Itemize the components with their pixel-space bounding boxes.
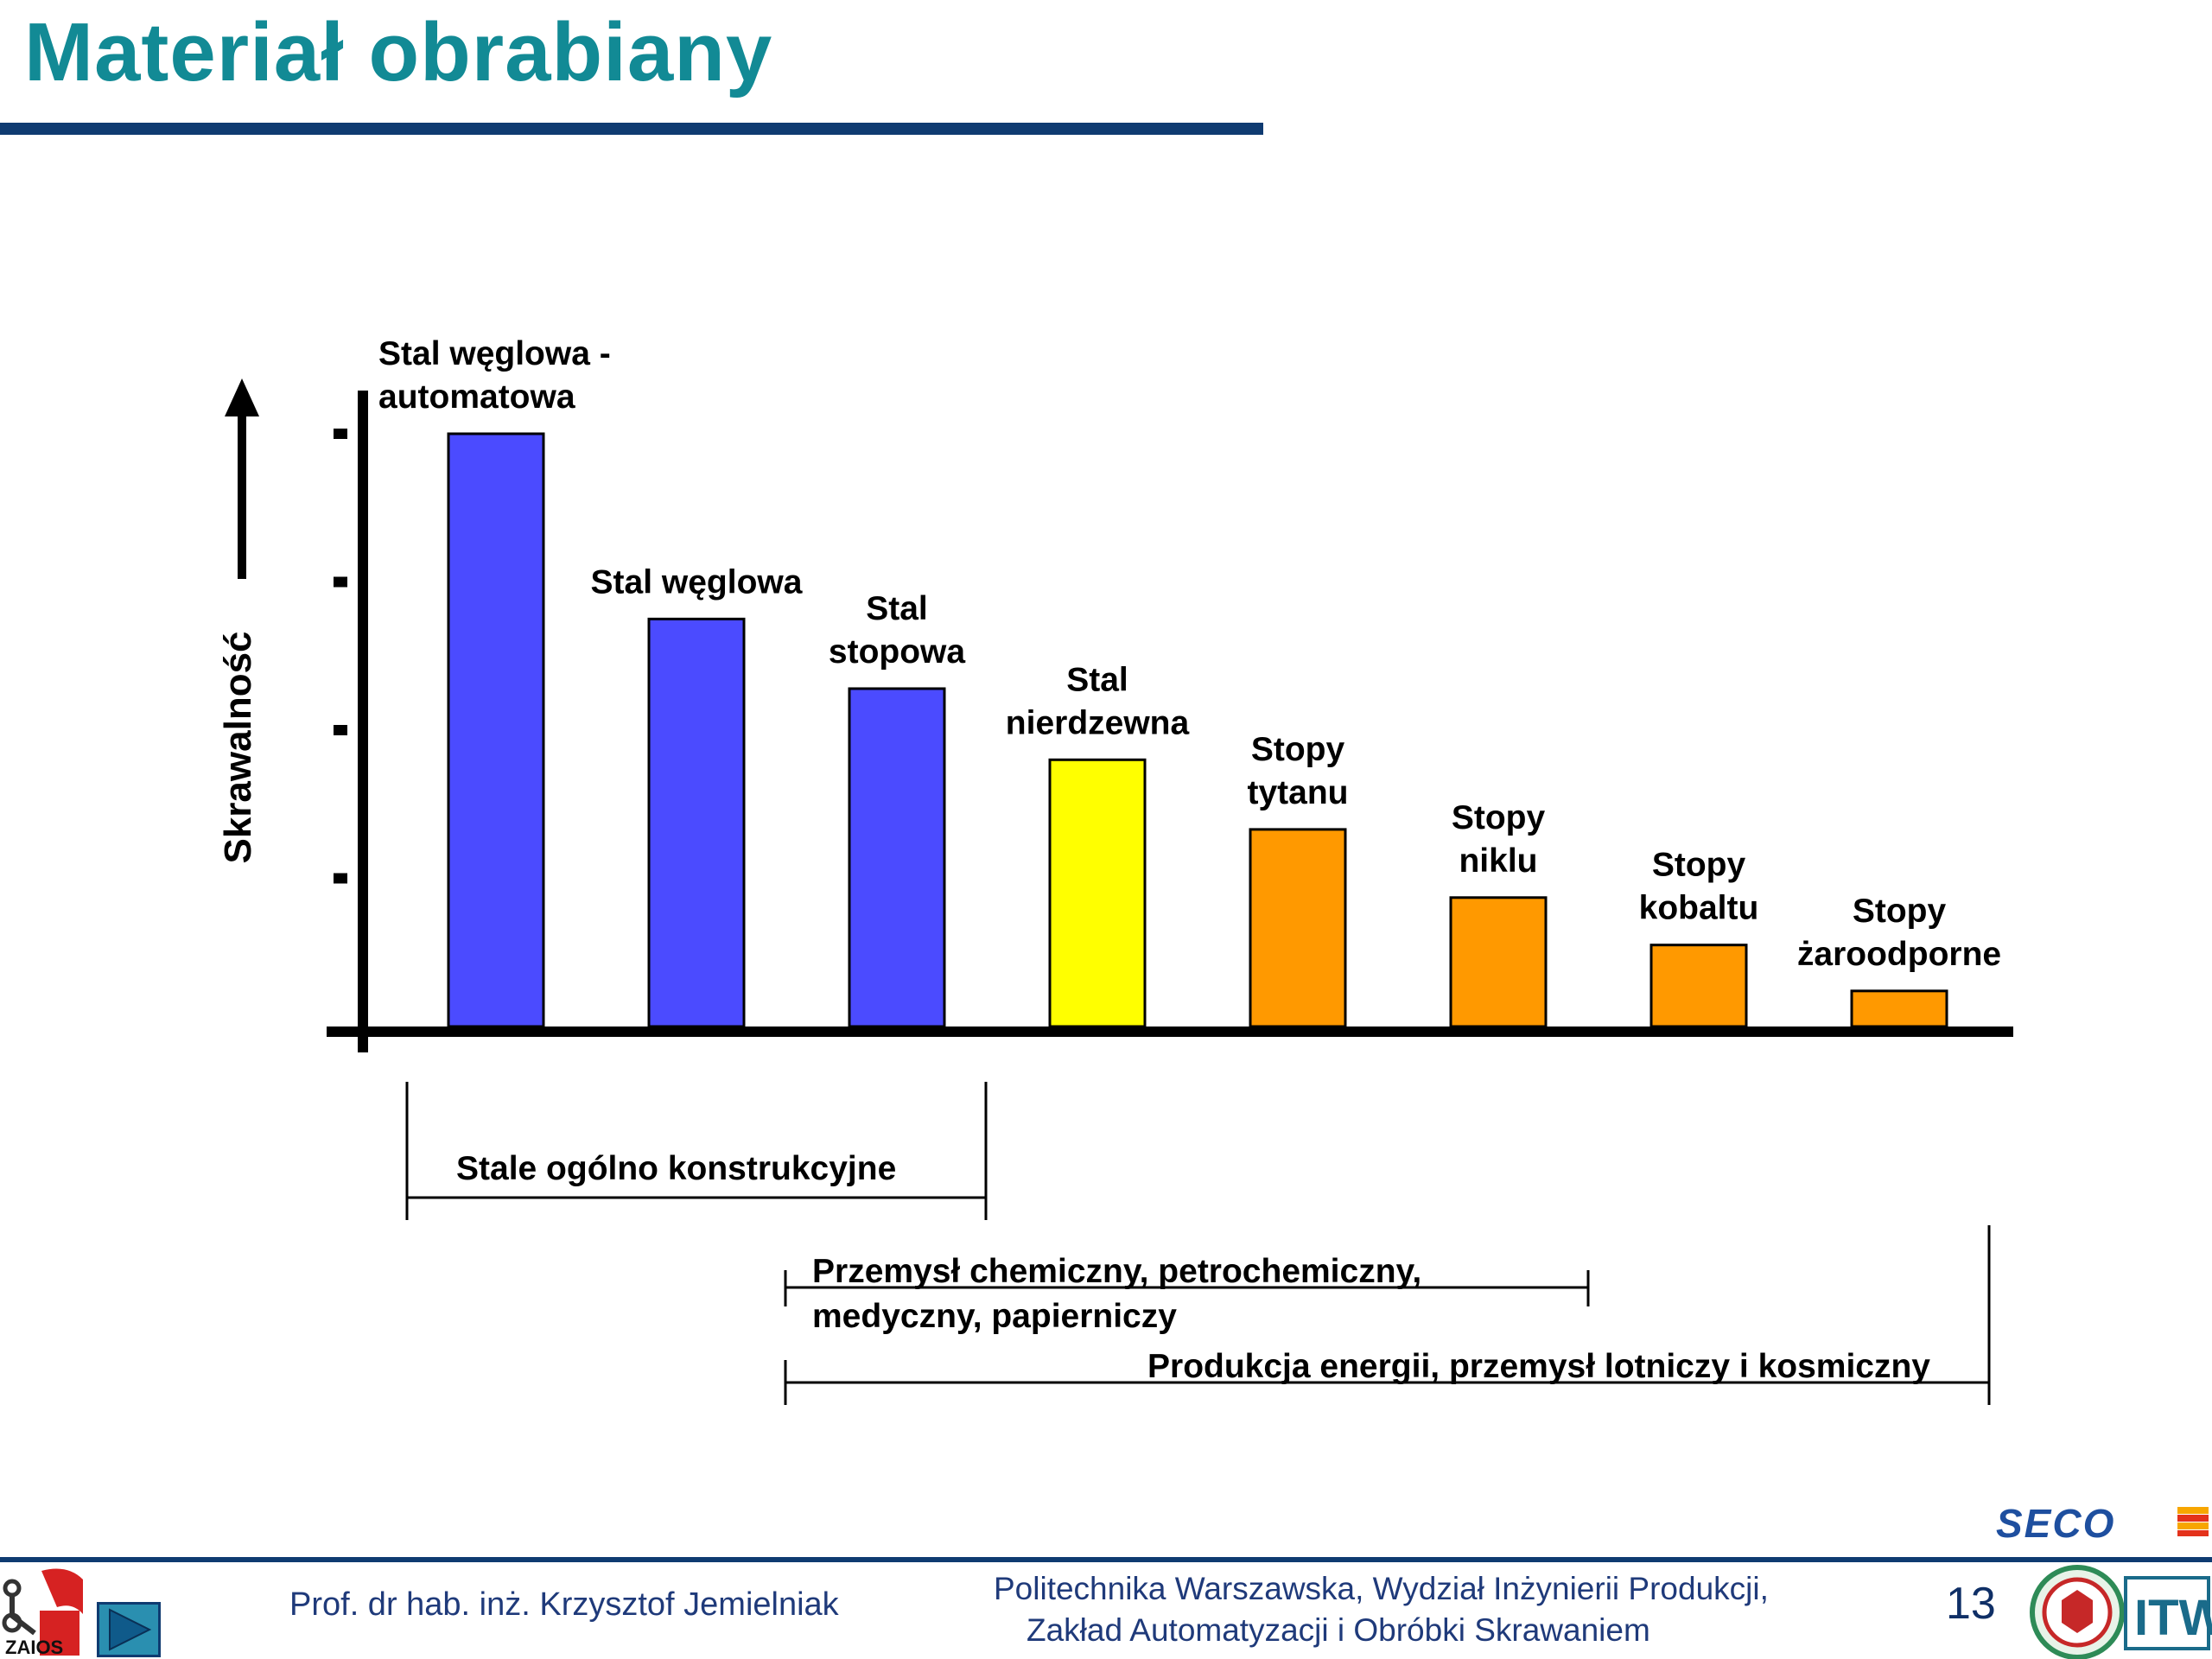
bar-6: [1449, 896, 1548, 1028]
y-tick-mark-2: [334, 725, 347, 735]
bar-3: [848, 687, 946, 1028]
bar-8: [1850, 989, 1948, 1028]
bar-label-8: Stopy żaroodporne: [1797, 893, 2001, 973]
machinability-chart: Skrawalność Stal węglowa -automatowaStal…: [217, 335, 2013, 1405]
seco-logo-mark: [2177, 1507, 2209, 1536]
play-forward-icon: [109, 1608, 152, 1651]
bar-label-5: Stopy tytanu: [1248, 731, 1349, 811]
annotation-label-1: Stale ogólno konstrukcyjne: [456, 1150, 896, 1187]
y-tick-mark-1: [334, 873, 347, 884]
page-title: Materiał obrabiany: [24, 6, 773, 99]
chart-axes: Skrawalność: [217, 378, 2013, 1052]
chart-bars: [447, 432, 1948, 1028]
bar-2: [647, 617, 746, 1028]
seco-logo: SECO: [1996, 1501, 2116, 1546]
bar-1: [447, 432, 545, 1028]
bar-label-1: Stal węglowa -automatowa: [378, 335, 611, 416]
bar-7: [1649, 944, 1748, 1028]
footer-divider: [0, 1557, 2212, 1562]
author-name: Prof. dr hab. inż. Krzysztof Jemielniak: [289, 1586, 839, 1623]
y-tick-mark-4: [334, 429, 347, 439]
bar-5: [1249, 828, 1347, 1028]
bar-label-4: Stal nierdzewna: [1006, 661, 1190, 741]
y-axis-arrow-head: [225, 378, 259, 416]
y-axis-title: Skrawalność: [217, 631, 259, 863]
chart-annotations: Stale ogólno konstrukcyjne Przemysł chemi…: [405, 1082, 1991, 1405]
zaios-logo: ZAIOS: [2, 1568, 83, 1658]
bar-label-6: Stopy niklu: [1452, 799, 1546, 880]
next-slide-button[interactable]: [97, 1602, 161, 1657]
bar-label-3: Stal stopowa: [829, 590, 965, 671]
itw-logo-text: ITW: [2134, 1590, 2212, 1646]
institution-line-1: Politechnika Warszawska, Wydział Inżynie…: [994, 1571, 1769, 1606]
bar-label-7: Stopy kobaltu: [1639, 847, 1759, 927]
zaios-logo-text: ZAIOS: [5, 1637, 63, 1658]
bar-label-2: Stal węglowa: [591, 563, 803, 601]
chart-category-labels: Stal węglowa -automatowa Stal węglowa Stal…: [378, 335, 2001, 973]
annotation-label-2: Przemysł chemiczny, petrochemiczny, medyc…: [812, 1253, 1421, 1335]
page-number: 13: [1946, 1579, 1996, 1629]
itw-logo: ITW: [2030, 1565, 2212, 1659]
y-tick-mark-3: [334, 576, 347, 588]
bar-4: [1048, 758, 1147, 1028]
annotation-label-3: Produkcja energii, przemysł lotniczy i k…: [1147, 1348, 1930, 1385]
institution-line-2: Zakład Automatyzacji i Obróbki Skrawanie…: [1027, 1612, 1650, 1648]
title-underline: [0, 123, 1263, 135]
